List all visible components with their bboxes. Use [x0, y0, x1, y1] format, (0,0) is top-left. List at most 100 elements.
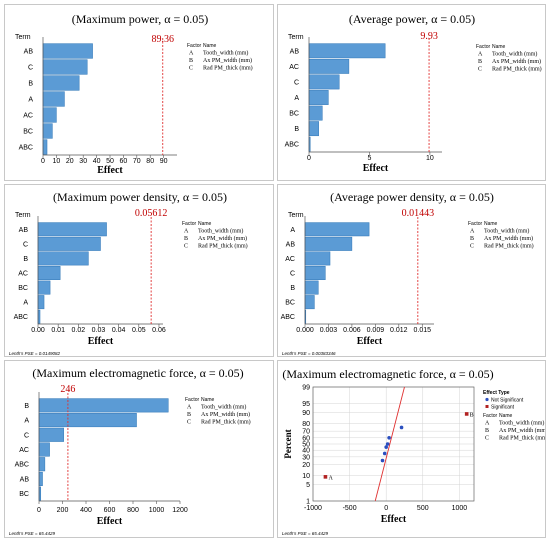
y-tick-label: 10: [302, 473, 310, 480]
legend-factor-name: Ax PM_width (mm): [484, 235, 533, 242]
x-tick-label: 90: [160, 158, 168, 165]
legend-factor-code: B: [470, 236, 474, 242]
legend-factor-name: Rad PM_thick (mm): [499, 435, 546, 442]
legend-header-name: Name: [203, 43, 217, 49]
y-tick-label: 99: [302, 385, 310, 392]
x-tick-label: 0.000: [296, 327, 314, 334]
legend-factor-code: C: [470, 244, 474, 250]
effect-bar: [37, 280, 51, 295]
not-significant-point: [380, 458, 385, 463]
effect-bar: [38, 413, 137, 428]
legend-factor-name: Rad PM_thick (mm): [203, 65, 253, 72]
legend-factor-name: Rad PM_thick (mm): [201, 419, 251, 426]
x-tick-label: 400: [80, 507, 92, 514]
effect-bar: [304, 251, 331, 266]
legend-factor-code: C: [187, 420, 191, 426]
x-axis-label: Effect: [88, 336, 114, 347]
x-tick-label: 50: [106, 158, 114, 165]
y-axis-label: Term: [288, 34, 304, 41]
effect-bar: [37, 222, 107, 237]
significant-point: [464, 412, 469, 416]
x-tick-label: -1000: [304, 505, 322, 512]
not-significant-point: [399, 425, 404, 430]
legend-item-not-significant: Not Significant: [491, 398, 524, 404]
x-tick-label: 600: [104, 507, 116, 514]
x-tick-label: 0: [307, 155, 311, 162]
category-label: B: [23, 256, 28, 263]
normal-fit-line: [374, 386, 405, 502]
x-tick-label: 0.01: [51, 327, 65, 334]
chart-title: (Maximum power, α = 0.05): [72, 12, 209, 26]
lenth-pse-note: Lenth's PSE = 0.00383346: [282, 351, 336, 356]
legend-header-name: Name: [492, 44, 506, 50]
legend-factor-code: C: [184, 244, 188, 250]
effect-bar: [42, 139, 48, 155]
category-label: AC: [285, 256, 295, 263]
x-axis-label: Effect: [381, 514, 407, 525]
category-label: C: [290, 271, 295, 278]
legend-factor-code: A: [485, 421, 490, 427]
category-label: BC: [289, 111, 299, 118]
category-label: ABC: [19, 145, 33, 152]
x-tick-label: 80: [146, 158, 154, 165]
effect-bar: [42, 59, 88, 75]
x-tick-label: 1000: [452, 505, 468, 512]
effect-bar: [42, 75, 80, 91]
x-tick-label: 1000: [149, 507, 165, 514]
effect-bar: [304, 222, 370, 237]
pareto-chart-max-power: (Maximum power, α = 0.05)TermABCBAACBCAB…: [15, 12, 253, 176]
reference-value-label: 9.93: [420, 31, 438, 42]
effect-bar: [308, 43, 386, 59]
effect-bar: [304, 280, 319, 295]
not-significant-point: [385, 442, 390, 446]
legend-marker-not-significant: [485, 397, 489, 402]
effect-bar: [37, 236, 101, 251]
x-tick-label: 20: [66, 158, 74, 165]
legend-header-factor: Factor: [468, 221, 483, 227]
y-tick-label: 50: [302, 442, 310, 449]
effect-bar: [42, 43, 93, 59]
x-tick-label: 10: [53, 158, 61, 165]
y-axis-label: Term: [15, 34, 31, 41]
category-label: AB: [290, 48, 300, 55]
x-tick-label: 40: [93, 158, 101, 165]
legend-factor-code: A: [189, 51, 194, 57]
legend-factor-name: Ax PM_width (mm): [198, 235, 247, 242]
pareto-chart-avg-power: (Average power, α = 0.05)TermABACCABCBAB…: [285, 12, 542, 174]
legend-factor-name: Tooth_width (mm): [203, 50, 248, 57]
category-label: ABC: [14, 314, 28, 321]
chart-title: (Maximum power density, α = 0.05): [53, 190, 227, 204]
y-tick-label: 70: [302, 429, 310, 436]
legend-header-name: Name: [201, 397, 215, 403]
effect-bar: [37, 295, 45, 310]
x-tick-label: 0.03: [92, 327, 106, 334]
legend-header-name: Name: [499, 413, 513, 419]
effect-bar: [308, 90, 329, 105]
category-label: AB: [24, 49, 34, 56]
reference-value-label: 89.36: [151, 34, 174, 45]
x-tick-label: 5: [368, 155, 372, 162]
reference-value-label: 246: [60, 384, 75, 395]
x-tick-label: 1200: [172, 507, 188, 514]
category-label: AC: [289, 64, 299, 71]
pareto-chart-avg-power-density: (Average power density, α = 0.05)TermAAB…: [281, 190, 534, 356]
legend-factor-name: Tooth_width (mm): [198, 228, 243, 235]
legend-factor-code: C: [189, 66, 193, 72]
x-tick-label: 0.04: [112, 327, 126, 334]
chart-title: (Average power density, α = 0.05): [330, 190, 494, 204]
category-label: ABC: [281, 314, 295, 321]
legend-item-significant: Significant: [491, 405, 515, 411]
y-tick-label: 5: [306, 482, 310, 489]
y-tick-label: 90: [302, 410, 310, 417]
legend-factor-code: A: [187, 405, 192, 411]
effect-bar: [308, 105, 323, 121]
y-tick-label: 60: [302, 435, 310, 442]
lenth-pse-note: Lenth's PSE = 0.0149082: [9, 351, 61, 356]
x-tick-label: 0.006: [343, 327, 361, 334]
x-tick-label: 0: [384, 505, 388, 512]
chart-panel-5: (Maximum electromagnetic force, α = 0.05…: [4, 360, 274, 538]
y-tick-label: 95: [302, 401, 310, 408]
legend-factor-name: Ax PM_width (mm): [201, 411, 250, 418]
legend-factor-code: B: [478, 59, 482, 65]
legend-factor-code: B: [184, 236, 188, 242]
